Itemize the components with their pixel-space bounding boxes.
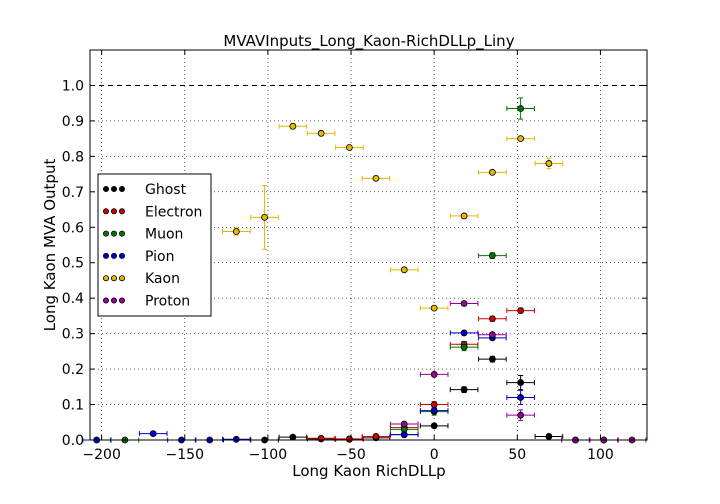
legend-marker xyxy=(119,297,126,304)
legend-label: Electron xyxy=(145,204,202,220)
legend-marker xyxy=(103,297,110,304)
data-point xyxy=(430,304,438,312)
legend-marker xyxy=(111,297,118,304)
x-tick-label: 50 xyxy=(508,447,526,463)
axis-ticks: −200 −150 −100 −50 0 50 100 0.0 0.1 0.2 0.3 0.4 0.5 0… xyxy=(62,50,647,463)
legend: Ghost Electron Muon Pion Kaon Proton xyxy=(97,173,212,317)
data-point xyxy=(517,135,525,143)
legend-marker xyxy=(119,208,126,215)
legend-marker xyxy=(103,275,110,282)
data-point xyxy=(232,435,240,443)
x-tick-label: 100 xyxy=(587,447,614,463)
y-tick-label: 0.8 xyxy=(62,149,84,165)
data-point xyxy=(488,315,496,323)
data-point xyxy=(430,371,438,378)
y-tick-label: 0.9 xyxy=(62,114,84,130)
legend-marker xyxy=(103,252,110,259)
x-tick-label: −100 xyxy=(249,447,287,463)
data-point xyxy=(400,420,408,428)
legend-label: Kaon xyxy=(145,271,180,287)
legend-marker xyxy=(111,275,118,282)
y-tick-label: 0.1 xyxy=(62,398,84,414)
data-point xyxy=(488,168,496,176)
data-point xyxy=(345,144,353,151)
data-point xyxy=(517,411,525,419)
series-kaon xyxy=(222,122,564,312)
y-tick-label: 0.5 xyxy=(62,256,84,272)
data-point xyxy=(517,379,525,386)
data-point xyxy=(289,122,297,130)
legend-marker xyxy=(103,208,110,215)
x-axis-label: Long Kaon RichDLLp xyxy=(292,462,445,480)
y-tick-label: 0.6 xyxy=(62,220,84,236)
data-point xyxy=(460,386,468,394)
y-axis-label: Long Kaon MVA Output xyxy=(41,159,59,332)
data-point xyxy=(517,105,525,112)
data-point xyxy=(372,433,380,440)
legend-box xyxy=(97,173,212,317)
legend-marker xyxy=(119,275,126,282)
grid-lines xyxy=(90,50,647,440)
data-point xyxy=(460,343,468,351)
legend-marker xyxy=(103,230,110,237)
data-point xyxy=(517,307,525,314)
x-tick-label: 0 xyxy=(430,447,439,463)
plot-frame xyxy=(89,49,648,441)
data-point xyxy=(400,266,408,274)
y-tick-label: 0.3 xyxy=(62,327,84,343)
data-point xyxy=(430,401,438,408)
legend-marker xyxy=(119,230,126,237)
data-point xyxy=(372,174,380,182)
data-point xyxy=(430,422,438,430)
x-tick-label: −50 xyxy=(336,447,366,463)
data-point xyxy=(261,213,268,221)
data-point xyxy=(149,430,157,438)
data-point xyxy=(545,433,553,440)
legend-label: Pion xyxy=(145,249,174,265)
data-point xyxy=(488,331,496,339)
chart-title: MVAVInputs_Long_Kaon-RichDLLp_Liny xyxy=(223,32,514,51)
y-tick-label: 0.4 xyxy=(62,291,84,307)
data-point xyxy=(430,407,438,414)
legend-marker xyxy=(111,230,118,237)
y-tick-label: 0.7 xyxy=(62,185,84,201)
data-point xyxy=(488,355,496,363)
legend-label: Proton xyxy=(145,294,190,310)
data-point xyxy=(400,431,408,439)
data-point xyxy=(232,228,240,235)
legend-marker xyxy=(103,185,110,192)
x-tick-label: −200 xyxy=(82,447,120,463)
data-point xyxy=(460,329,468,337)
legend-marker xyxy=(119,185,126,192)
x-tick-label: −150 xyxy=(166,447,204,463)
legend-label: Ghost xyxy=(145,182,187,198)
legend-label: Muon xyxy=(145,227,183,243)
data-point xyxy=(289,433,297,441)
data-point xyxy=(488,252,496,260)
legend-marker xyxy=(111,252,118,259)
legend-marker xyxy=(111,185,118,192)
data-point xyxy=(545,160,553,167)
data-point xyxy=(317,129,325,137)
legend-marker xyxy=(119,252,126,259)
y-tick-label: 1.0 xyxy=(62,78,84,94)
y-tick-label: 0.2 xyxy=(62,362,84,378)
y-tick-label: 0.0 xyxy=(62,433,84,449)
data-point xyxy=(460,300,468,307)
series-proton xyxy=(389,300,647,444)
data-point xyxy=(517,394,525,401)
legend-marker xyxy=(111,208,118,215)
data-point xyxy=(460,212,468,220)
